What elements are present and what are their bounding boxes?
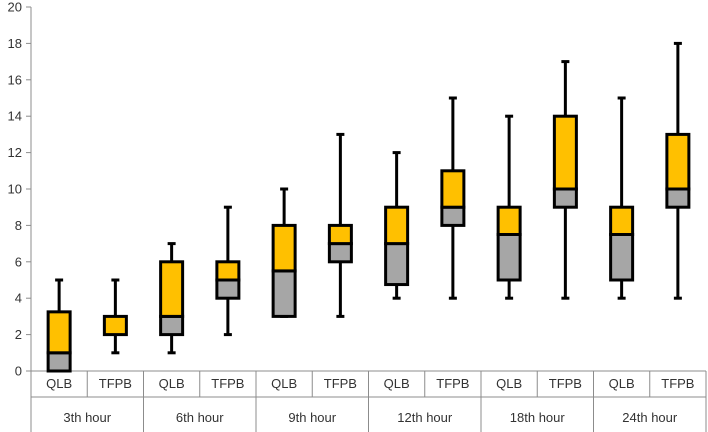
box-upper-quartile: [215, 260, 241, 282]
box-lower-quartile: [496, 233, 522, 282]
y-tick-label: 18: [8, 36, 22, 51]
group-label: 9th hour: [288, 410, 336, 425]
box-lower-quartile: [159, 314, 185, 337]
group-label: 24th hour: [622, 410, 678, 425]
group-label: 6th hour: [176, 410, 224, 425]
y-tick-label: 0: [15, 364, 22, 379]
box-lower-quartile: [215, 278, 241, 300]
box-upper-quartile: [665, 132, 691, 191]
subcategory-label: TFPB: [211, 376, 244, 391]
box-lower-quartile: [609, 233, 635, 282]
subcategory-label: QLB: [46, 376, 72, 391]
subcategory-label: TFPB: [324, 376, 357, 391]
box-upper-quartile: [327, 223, 353, 246]
y-tick-label: 2: [15, 327, 22, 342]
box-upper-quartile: [440, 169, 466, 209]
box-lower-quartile: [327, 242, 353, 264]
subcategory-label: TFPB: [99, 376, 132, 391]
y-tick-label: 20: [8, 0, 22, 15]
subcategory-label: TFPB: [436, 376, 469, 391]
box-lower-quartile: [384, 242, 410, 287]
y-tick-label: 6: [15, 254, 22, 269]
box-upper-quartile: [384, 205, 410, 246]
box-lower-quartile: [46, 351, 72, 373]
box-lower-quartile: [271, 269, 297, 318]
subcategory-label: QLB: [496, 376, 522, 391]
box-upper-quartile: [102, 314, 128, 337]
group-label: 3th hour: [63, 410, 111, 425]
y-tick-label: 16: [8, 72, 22, 87]
subcategory-label: TFPB: [549, 376, 582, 391]
box-upper-quartile: [159, 260, 185, 318]
box-upper-quartile: [552, 114, 578, 191]
box-lower-quartile: [665, 187, 691, 209]
box-upper-quartile: [496, 205, 522, 236]
y-tick-label: 8: [15, 218, 22, 233]
subcategory-label: QLB: [609, 376, 635, 391]
subcategory-label: TFPB: [661, 376, 694, 391]
y-tick-label: 14: [8, 109, 22, 124]
subcategory-label: QLB: [159, 376, 185, 391]
subcategory-label: QLB: [384, 376, 410, 391]
box-upper-quartile: [609, 205, 635, 236]
y-tick-label: 12: [8, 145, 22, 160]
box-upper-quartile: [271, 223, 297, 273]
group-label: 12th hour: [397, 410, 453, 425]
box-lower-quartile: [440, 205, 466, 227]
y-tick-label: 4: [15, 291, 22, 306]
group-label: 18th hour: [510, 410, 566, 425]
box-lower-quartile: [552, 187, 578, 209]
box-upper-quartile: [46, 310, 72, 355]
y-tick-label: 10: [8, 182, 22, 197]
subcategory-label: QLB: [271, 376, 297, 391]
